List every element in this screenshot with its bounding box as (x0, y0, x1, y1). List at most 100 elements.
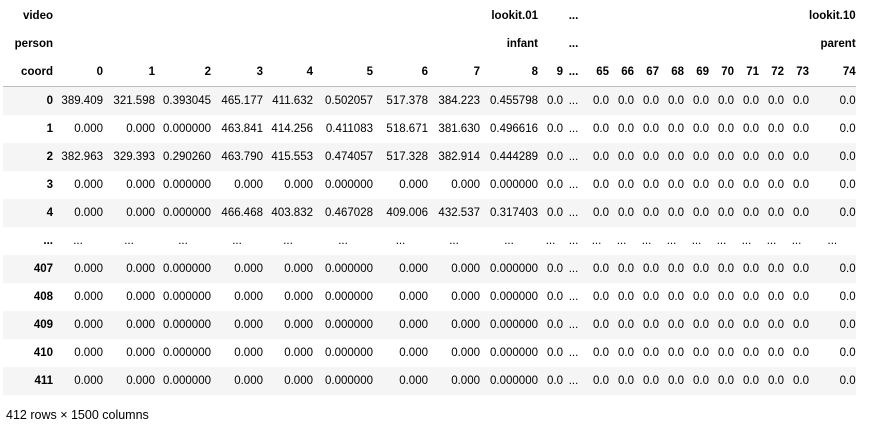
table-cell: 0.000000 (325, 319, 373, 331)
column-header: 0 (53, 58, 103, 87)
table-cell: 0.0 (743, 207, 759, 219)
column-header: 3 (211, 58, 263, 87)
table-cell: 0.0 (643, 291, 659, 303)
column-header: 4 (263, 58, 313, 87)
table-cell: 517.378 (386, 95, 428, 107)
column-header: 6 (373, 58, 428, 87)
column-header: 72 (759, 58, 784, 87)
table-cell: ... (691, 235, 702, 247)
table-cell: 415.553 (271, 151, 313, 163)
table-cell: 0.0 (839, 347, 856, 359)
table-cell: 0.000 (126, 375, 155, 387)
table-cell: 0.000 (284, 375, 313, 387)
table-cell: ... (395, 235, 406, 247)
table-cell: 0.0 (547, 375, 563, 387)
table-cell: 0.0 (793, 263, 809, 275)
table-cell: ... (568, 95, 579, 107)
table-cell: 0.0 (839, 291, 856, 303)
table-cell: 0.000 (74, 263, 103, 275)
table-cell: 0.000 (126, 179, 155, 191)
table-cell: 389.409 (61, 95, 103, 107)
table-row: 408 0.000 0.000 0.000000 0.000 0.000 0.000000 0… (3, 283, 856, 311)
table-header: video lookit.01... lookit.10 person infant..… (3, 2, 856, 87)
table-cell: 0.0 (643, 375, 659, 387)
table-cell: 0.000 (284, 319, 313, 331)
table-cell: 0.0 (718, 347, 734, 359)
table-cell: 0.0 (768, 263, 784, 275)
table-cell: 321.598 (113, 95, 155, 107)
table-cell: 0.000 (284, 263, 313, 275)
table-cell: 0.0 (768, 95, 784, 107)
dataframe-table: video lookit.01... lookit.10 person infant..… (3, 2, 856, 395)
column-header: 68 (659, 58, 684, 87)
table-cell: ... (616, 235, 627, 247)
table-cell: 0.0 (593, 291, 609, 303)
table-cell: 0.000 (126, 291, 155, 303)
table-cell: 432.537 (438, 207, 480, 219)
table-cell: 463.841 (221, 123, 263, 135)
table-cell: 0.0 (693, 179, 709, 191)
table-cell: 0.290260 (163, 151, 211, 163)
column-header (538, 2, 563, 30)
table-cell: 0.000000 (490, 263, 538, 275)
column-header (373, 2, 428, 30)
table-cell: 0.0 (768, 291, 784, 303)
table-cell: 0.0 (593, 123, 609, 135)
table-cell: 0.000 (234, 375, 263, 387)
column-header (373, 30, 428, 58)
table-cell: ... (568, 207, 579, 219)
table-cell: 0.0 (743, 347, 759, 359)
column-header: parent (820, 38, 856, 50)
table-cell: 0.0 (618, 375, 634, 387)
table-cell: ... (504, 235, 514, 247)
table-cell: 0.000 (74, 319, 103, 331)
table-cell: 0.0 (643, 319, 659, 331)
table-cell: ... (591, 235, 602, 247)
header-level-label: coord (3, 58, 53, 87)
table-cell: ... (741, 235, 752, 247)
row-index: 408 (33, 291, 53, 303)
table-cell: 0.0 (668, 319, 684, 331)
table-cell: 0.0 (743, 179, 759, 191)
table-cell: 0.000 (451, 319, 480, 331)
table-cell: ... (568, 347, 579, 359)
column-header (734, 2, 759, 30)
table-cell: ... (666, 235, 677, 247)
column-header (211, 2, 263, 30)
row-index: 4 (46, 207, 53, 219)
table-cell: ... (449, 235, 459, 247)
table-cell: 0.0 (593, 319, 609, 331)
table-cell: 0.000000 (163, 263, 211, 275)
table-cell: 0.000000 (490, 375, 538, 387)
column-header (759, 30, 784, 58)
table-cell: ... (568, 179, 579, 191)
column-header (211, 30, 263, 58)
table-cell: ... (568, 151, 579, 163)
header-row: person infant... parent (3, 30, 856, 58)
column-header: infant (506, 38, 538, 50)
table-cell: 0.000000 (163, 207, 211, 219)
table-cell: 0.0 (693, 319, 709, 331)
column-header (53, 30, 103, 58)
table-cell: 0.0 (793, 375, 809, 387)
table-cell: 409.006 (386, 207, 428, 219)
table-cell: 0.000 (234, 179, 263, 191)
column-header (428, 30, 480, 58)
table-cell: 0.0 (547, 347, 563, 359)
column-header (684, 2, 709, 30)
column-header (609, 30, 634, 58)
table-cell: 0.0 (718, 123, 734, 135)
table-cell: 0.0 (743, 375, 759, 387)
table-cell: 0.0 (768, 123, 784, 135)
column-header: 70 (709, 58, 734, 87)
column-header (584, 2, 609, 30)
table-cell: 517.328 (386, 151, 428, 163)
row-index: 1 (46, 123, 53, 135)
table-cell: 381.630 (438, 123, 480, 135)
table-cell: 0.0 (839, 95, 856, 107)
column-header (659, 2, 684, 30)
row-index: 409 (33, 319, 53, 331)
table-cell: 0.0 (668, 179, 684, 191)
table-cell: 0.0 (618, 95, 634, 107)
column-header (313, 2, 373, 30)
